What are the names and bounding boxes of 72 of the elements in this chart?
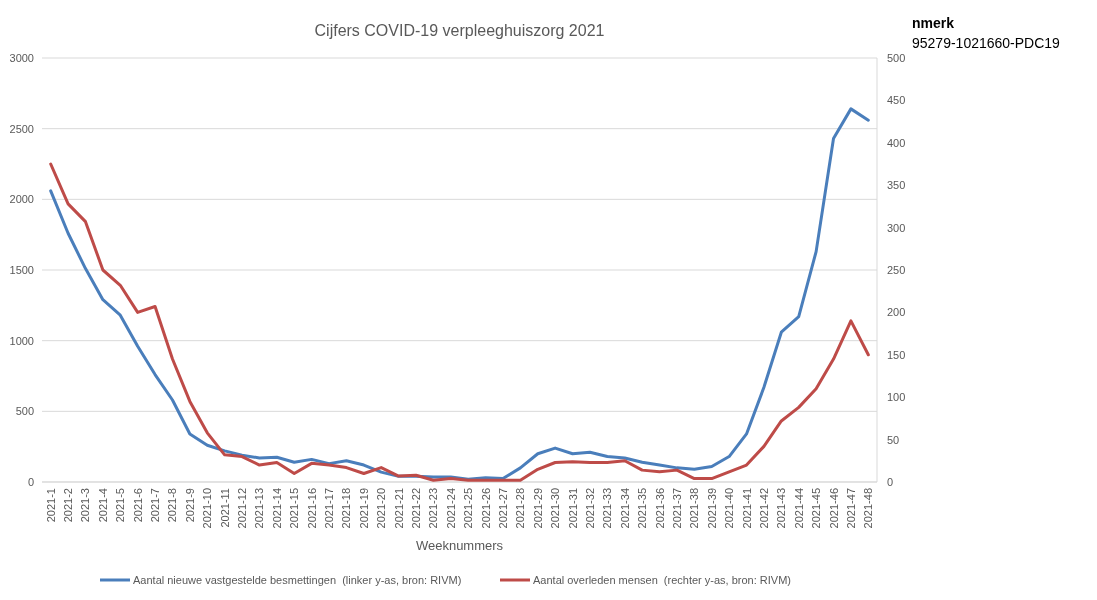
y2-tick-label: 150 [887, 348, 906, 361]
x-tick-label: 2021-25 [462, 488, 475, 529]
y2-tick-label: 450 [887, 94, 906, 107]
text: nmerk [912, 15, 955, 31]
y2-tick-label: 100 [887, 391, 906, 404]
x-tick-label: 2021-33 [601, 488, 614, 529]
x-tick-label: 2021-32 [583, 488, 596, 529]
x-axis-title: Weeknummers [415, 538, 504, 553]
x-tick-label: 2021-40 [723, 488, 736, 529]
x-tick-label: 2021-47 [844, 488, 857, 529]
x-tick-label: 2021-18 [340, 488, 353, 529]
legend-label: Aantal overleden mensen (rechter y-as, bron: RIVM) [533, 574, 792, 586]
x-tick-label: 2021-26 [479, 488, 492, 529]
x-tick-label: 2021-15 [288, 488, 301, 529]
x-tick-label: 2021-1 [44, 488, 57, 523]
x-tick-label: 2021-41 [740, 488, 753, 529]
x-tick-label: 2021-17 [323, 488, 336, 529]
x-tick-label: 2021-22 [410, 488, 423, 529]
text: 95279-1021660-PDC19 [912, 35, 1061, 51]
y-tick-label: 500 [15, 405, 34, 418]
x-tick-label: 2021-8 [166, 488, 179, 523]
y2-tick-label: 0 [887, 476, 894, 488]
x-tick-label: 2021-19 [357, 488, 370, 529]
x-tick-label: 2021-23 [427, 488, 440, 529]
x-tick-label: 2021-14 [270, 488, 283, 529]
x-tick-label: 2021-42 [757, 488, 770, 529]
x-tick-label: 2021-24 [444, 488, 457, 529]
x-tick-label: 2021-48 [862, 488, 875, 529]
x-tick-label: 2021-35 [636, 488, 649, 529]
x-tick-label: 2021-45 [810, 488, 823, 529]
x-tick-label: 2021-20 [375, 488, 388, 529]
x-tick-label: 2021-5 [114, 488, 127, 523]
y-tick-label: 3000 [9, 52, 34, 64]
x-tick-label: 2021-38 [688, 488, 701, 529]
x-tick-label: 2021-34 [618, 488, 631, 529]
x-tick-label: 2021-12 [236, 488, 249, 529]
y2-tick-label: 400 [887, 136, 906, 149]
y2-tick-label: 300 [887, 221, 906, 234]
x-tick-label: 2021-36 [653, 488, 666, 529]
x-tick-label: 2021-3 [79, 488, 92, 523]
x-tick-label: 2021-9 [183, 488, 196, 523]
x-tick-label: 2021-21 [392, 488, 405, 529]
y2-tick-label: 50 [887, 433, 900, 446]
x-tick-label: 2021-16 [305, 488, 318, 529]
chart-title: Cijfers COVID-19 verpleeghuiszorg 2021 [314, 22, 605, 39]
x-tick-label: 2021-6 [131, 488, 144, 523]
x-tick-label: 2021-2 [62, 488, 75, 523]
x-tick-label: 2021-37 [670, 488, 683, 529]
x-tick-label: 2021-13 [253, 488, 266, 529]
y2-tick-label: 500 [887, 52, 906, 64]
y-tick-label: 2500 [9, 122, 34, 135]
x-tick-label: 2021-10 [201, 488, 214, 529]
x-tick-label: 2021-44 [792, 488, 805, 529]
y2-tick-label: 200 [887, 306, 906, 319]
x-tick-label: 2021-28 [514, 488, 527, 529]
y-tick-label: 1500 [9, 264, 34, 276]
y2-tick-label: 350 [887, 179, 906, 192]
legend-label: Aantal nieuwe vastgestelde besmettingen (linker y-as, bron: RIVM) [133, 574, 462, 586]
x-tick-label: 2021-43 [775, 488, 788, 529]
x-tick-label: 2021-46 [827, 488, 840, 529]
y2-tick-label: 250 [887, 264, 906, 276]
y-tick-label: 2000 [9, 193, 34, 206]
x-tick-label: 2021-31 [566, 488, 579, 529]
x-tick-label: 2021-7 [149, 488, 162, 523]
x-tick-label: 2021-30 [549, 488, 562, 529]
x-tick-label: 2021-39 [705, 488, 718, 529]
x-tick-label: 2021-11 [218, 488, 231, 528]
x-tick-label: 2021-29 [531, 488, 544, 529]
x-tick-label: 2021-4 [96, 488, 109, 523]
y-tick-label: 1000 [9, 334, 34, 347]
y-tick-label: 0 [27, 476, 34, 488]
x-tick-label: 2021-27 [496, 488, 509, 529]
